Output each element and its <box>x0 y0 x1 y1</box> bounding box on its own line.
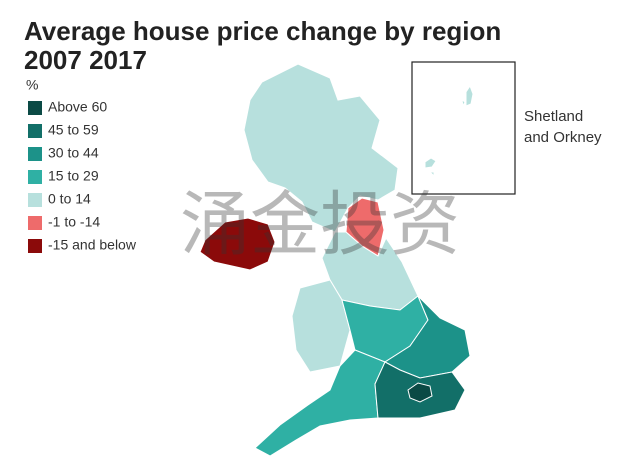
legend-swatch <box>28 101 42 115</box>
legend-label: 45 to 59 <box>48 122 99 138</box>
region <box>243 63 399 233</box>
legend-swatch <box>28 239 42 253</box>
region <box>407 382 433 403</box>
legend-swatch <box>28 193 42 207</box>
legend-swatch <box>28 216 42 230</box>
legend-label: -1 to -14 <box>48 214 100 230</box>
region <box>199 217 276 271</box>
legend-label: 30 to 44 <box>48 145 99 161</box>
legend-swatch <box>28 147 42 161</box>
inset-islands <box>424 84 474 178</box>
legend-label: -15 and below <box>48 237 137 253</box>
inset-label: and Orkney <box>524 129 602 146</box>
legend-label: 0 to 14 <box>48 191 91 207</box>
title: 2007 2017 <box>24 45 147 75</box>
legend-unit: % <box>26 77 38 93</box>
legend-label: Above 60 <box>48 99 107 115</box>
watermark: 涌金投资 <box>180 185 460 263</box>
legend-label: 15 to 29 <box>48 168 99 184</box>
title: Average house price change by region <box>24 16 501 46</box>
legend-swatch <box>28 170 42 184</box>
legend-swatch <box>28 124 42 138</box>
inset-label: Shetland <box>524 108 583 125</box>
inset-box <box>411 61 516 195</box>
map <box>199 63 471 457</box>
legend: Above 60 45 to 59 30 to 44 15 to 29 0 to 14 -… <box>28 99 137 253</box>
